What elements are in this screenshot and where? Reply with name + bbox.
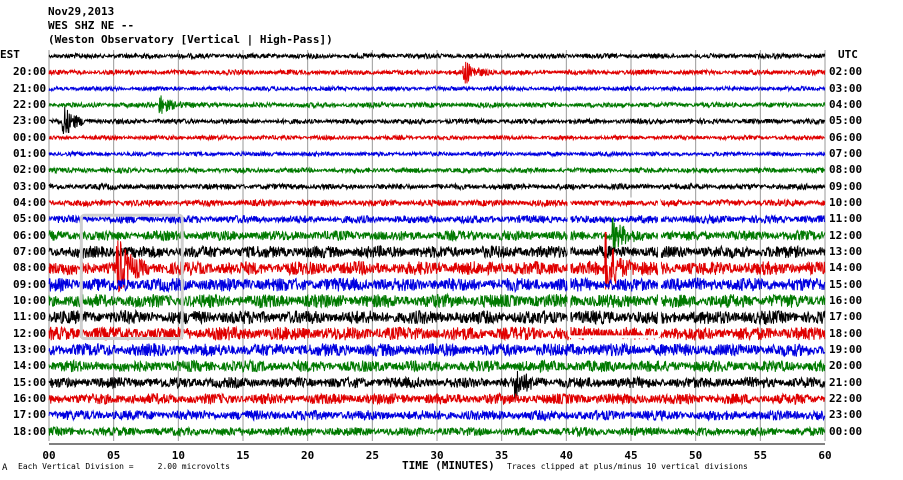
row-label-local: 08:00	[13, 261, 47, 275]
row-label-utc: 09:00	[829, 179, 863, 193]
row-label-local: 21:00	[13, 81, 47, 95]
row-label-local: 02:00	[13, 163, 47, 177]
row-label-local: 22:00	[13, 97, 47, 111]
trace-row-16:00	[48, 391, 826, 406]
trace-row-08:00	[48, 231, 826, 293]
row-label-utc: 11:00	[829, 212, 863, 226]
trace-row-12:00	[48, 325, 826, 342]
row-label-local: 11:00	[13, 310, 47, 324]
observatory-label: (Weston Observatory [Vertical | High-Pas…	[48, 33, 333, 46]
row-label-local: 16:00	[13, 391, 47, 405]
x-tick-label: 40	[559, 449, 573, 462]
row-label-utc: 23:00	[829, 408, 863, 422]
row-label-local: 13:00	[13, 342, 47, 356]
trace-row-11:00	[48, 308, 826, 326]
trace-row-05:00	[48, 213, 826, 225]
row-label-utc: 16:00	[829, 293, 863, 307]
trace-row-15:00	[48, 370, 826, 399]
trace-row-01:00	[48, 149, 826, 158]
date-label: Nov29,2013	[48, 5, 115, 18]
row-label-utc: 04:00	[829, 97, 863, 111]
row-label-local: 23:00	[13, 114, 47, 128]
trace-row-21:00	[48, 84, 826, 93]
trace-row-23:00	[48, 106, 826, 135]
row-label-local: 06:00	[13, 228, 47, 242]
row-label-local: 20:00	[13, 65, 47, 79]
row-label-local: 10:00	[13, 293, 47, 307]
row-label-utc: 10:00	[829, 195, 863, 209]
x-tick-label: 05	[107, 449, 121, 462]
row-label-local: 05:00	[13, 212, 47, 226]
row-label-utc: 17:00	[829, 310, 863, 324]
highlight-box-1	[79, 213, 184, 341]
highlight-box-2	[567, 197, 661, 339]
row-label-local: 09:00	[13, 277, 47, 291]
trace-row-07:00	[48, 244, 826, 260]
trace-row-00:00	[48, 133, 826, 142]
row-label-utc: 00:00	[829, 424, 863, 438]
x-tick-label: 30	[430, 449, 444, 462]
row-label-utc: 20:00	[829, 359, 863, 373]
x-tick-label: 20	[301, 449, 315, 462]
row-label-local: 15:00	[13, 375, 47, 389]
station-label: WES SHZ NE --	[48, 19, 135, 32]
x-tick-label: 60	[818, 449, 832, 462]
left-timezone-label: EST	[0, 48, 20, 61]
trace-row-04:00	[48, 198, 826, 208]
row-label-local: 03:00	[13, 179, 47, 193]
row-label-local: 01:00	[13, 146, 47, 160]
x-tick-label: 15	[236, 449, 250, 462]
scale-note: Each Vertical Division = 2.00 microvolts	[18, 462, 230, 471]
clip-note: Traces clipped at plus/minus 10 vertical…	[507, 462, 748, 471]
x-tick-label: 50	[689, 449, 703, 462]
row-label-utc: 06:00	[829, 130, 863, 144]
row-label-utc: 08:00	[829, 163, 863, 177]
row-label-utc: 12:00	[829, 228, 863, 242]
row-label-local: 12:00	[13, 326, 47, 340]
trace-row-09:00	[48, 276, 826, 294]
x-tick-label: 10	[171, 449, 185, 462]
row-label-local: 04:00	[13, 195, 47, 209]
row-label-utc: 18:00	[829, 326, 863, 340]
x-axis-title: TIME (MINUTES)	[402, 459, 495, 472]
row-label-utc: 22:00	[829, 391, 863, 405]
row-label-utc: 02:00	[829, 65, 863, 79]
row-label-utc: 19:00	[829, 342, 863, 356]
trace-row-22:00	[48, 95, 826, 114]
row-label-utc: 13:00	[829, 244, 863, 258]
row-label-utc: 21:00	[829, 375, 863, 389]
trace-row-06:00	[48, 217, 826, 252]
row-label-utc: 15:00	[829, 277, 863, 291]
trace-row-13:00	[48, 342, 826, 358]
x-tick-label: 45	[624, 449, 638, 462]
x-tick-label: 00	[42, 449, 56, 462]
row-label-utc: 05:00	[829, 114, 863, 128]
trace-row-18:00	[48, 425, 826, 438]
trace-row-10:00	[48, 292, 826, 309]
trace-row-17:00	[48, 409, 826, 422]
trace-row-20:00	[48, 61, 826, 84]
row-label-local: 07:00	[13, 244, 47, 258]
corner-mark: A	[2, 463, 8, 473]
trace-row-partial	[48, 51, 826, 61]
row-label-local: 00:00	[13, 130, 47, 144]
x-tick-label: 55	[753, 449, 767, 462]
x-tick-label: 35	[495, 449, 509, 462]
row-label-local: 18:00	[13, 424, 47, 438]
x-tick-label: 25	[365, 449, 379, 462]
trace-row-02:00	[48, 165, 826, 175]
row-label-utc: 07:00	[829, 146, 863, 160]
trace-row-03:00	[48, 182, 826, 192]
trace-row-14:00	[48, 358, 826, 374]
right-timezone-label: UTC	[838, 48, 858, 61]
row-label-local: 14:00	[13, 359, 47, 373]
row-label-utc: 14:00	[829, 261, 863, 275]
row-label-local: 17:00	[13, 408, 47, 422]
row-label-utc: 03:00	[829, 81, 863, 95]
